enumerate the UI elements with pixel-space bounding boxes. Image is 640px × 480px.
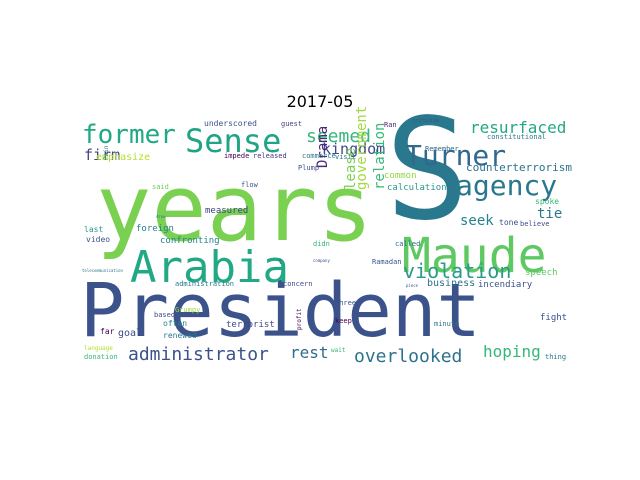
word-president: President [80, 268, 481, 354]
word-s: S [385, 89, 469, 252]
word-foreign: foreign [136, 224, 174, 234]
word-drama: Drama [315, 126, 331, 168]
word-violation: violation [403, 259, 511, 283]
word-sense: Sense [185, 122, 281, 160]
word-former: former [82, 120, 176, 150]
word-constitutional: constitutional [487, 133, 546, 141]
word-released: released [253, 152, 287, 160]
word-impede: impede [224, 152, 249, 160]
word-said: said [152, 183, 169, 191]
word-criticism: criticism [412, 118, 439, 124]
word-believe: believe [520, 220, 550, 228]
word-fight: fight [540, 313, 567, 323]
word-profit: profit [296, 308, 303, 330]
word-confronting: confronting [160, 236, 220, 246]
word-arabia: Arabia [130, 242, 289, 293]
word-turner: Turner [405, 139, 506, 172]
word-resurfaced: resurfaced [470, 118, 566, 137]
word-company: company [313, 258, 330, 263]
word-government: government [354, 106, 370, 190]
word-ramadan: Ramadan [372, 258, 402, 266]
word-t: t [278, 257, 283, 266]
word-three: three [335, 299, 356, 307]
word-measured: measured [205, 206, 248, 216]
word-guest: guest [281, 120, 302, 128]
word-kingdom: kingdom [322, 140, 385, 158]
word-business: business [427, 278, 475, 289]
word-incendiary: incendiary [478, 280, 533, 290]
word-administration: administration [175, 280, 234, 288]
word-wait: wait [331, 347, 346, 354]
word-firm: firm [84, 146, 120, 164]
word-calculation: calculation [387, 183, 447, 193]
word-didn: didn [313, 240, 330, 248]
word-underscored: underscored [204, 119, 257, 128]
word-often: often [163, 319, 187, 328]
word-called: called [395, 240, 420, 248]
word-common: common [384, 171, 417, 181]
word-visit: visit [335, 153, 356, 161]
word-telecommunication: telecommunication [82, 268, 124, 273]
word-grumpy: Grumpy [175, 306, 200, 314]
word-terrorist: terrorist [226, 320, 275, 330]
word-piece: piece [406, 283, 419, 288]
word-maude: Maude [402, 228, 547, 284]
word-drew: drew [156, 214, 166, 219]
word-language: language [84, 345, 113, 352]
word-keep: keep [335, 317, 352, 325]
word-last: last [84, 225, 103, 234]
word-minute: minute [434, 320, 459, 328]
word-overlooked: overlooked [354, 346, 462, 367]
word-goal: goal [118, 328, 142, 339]
word-ran: Ran [384, 121, 397, 129]
word-thing: thing [545, 353, 566, 361]
word-spoke: spoke [535, 197, 559, 206]
word-years: years [96, 155, 373, 262]
word-tie: tie [537, 206, 562, 222]
word-video: video [86, 235, 110, 244]
word-renewed: renewed [163, 331, 197, 340]
word-seek: seek [460, 213, 494, 229]
chart-title: 2017-05 [286, 92, 354, 111]
word-hoping: hoping [483, 342, 541, 361]
word-donation: donation [84, 353, 118, 361]
word-flow: flow [241, 181, 259, 189]
word-far: far [100, 327, 115, 336]
word-administrator: administrator [128, 344, 269, 365]
word-plump: Plump [298, 164, 319, 172]
word-counterterrorism: counterterrorism [466, 161, 572, 174]
word-commerce: commerce [302, 152, 336, 160]
word-pain: Pain [103, 145, 110, 160]
word-tone: tone [499, 218, 518, 227]
word-relation: relation [372, 123, 388, 190]
word-lease: lease [343, 148, 359, 190]
word-speech: speech [525, 268, 558, 278]
word-rest: rest [290, 343, 329, 362]
word-concern: concern [283, 280, 313, 288]
word-remember: Remember [425, 145, 459, 153]
word-emphasize: emphasize [96, 152, 150, 163]
word-based: based [154, 311, 175, 319]
word-agency: agency [456, 169, 557, 202]
word-seemed: seemed [306, 126, 371, 147]
